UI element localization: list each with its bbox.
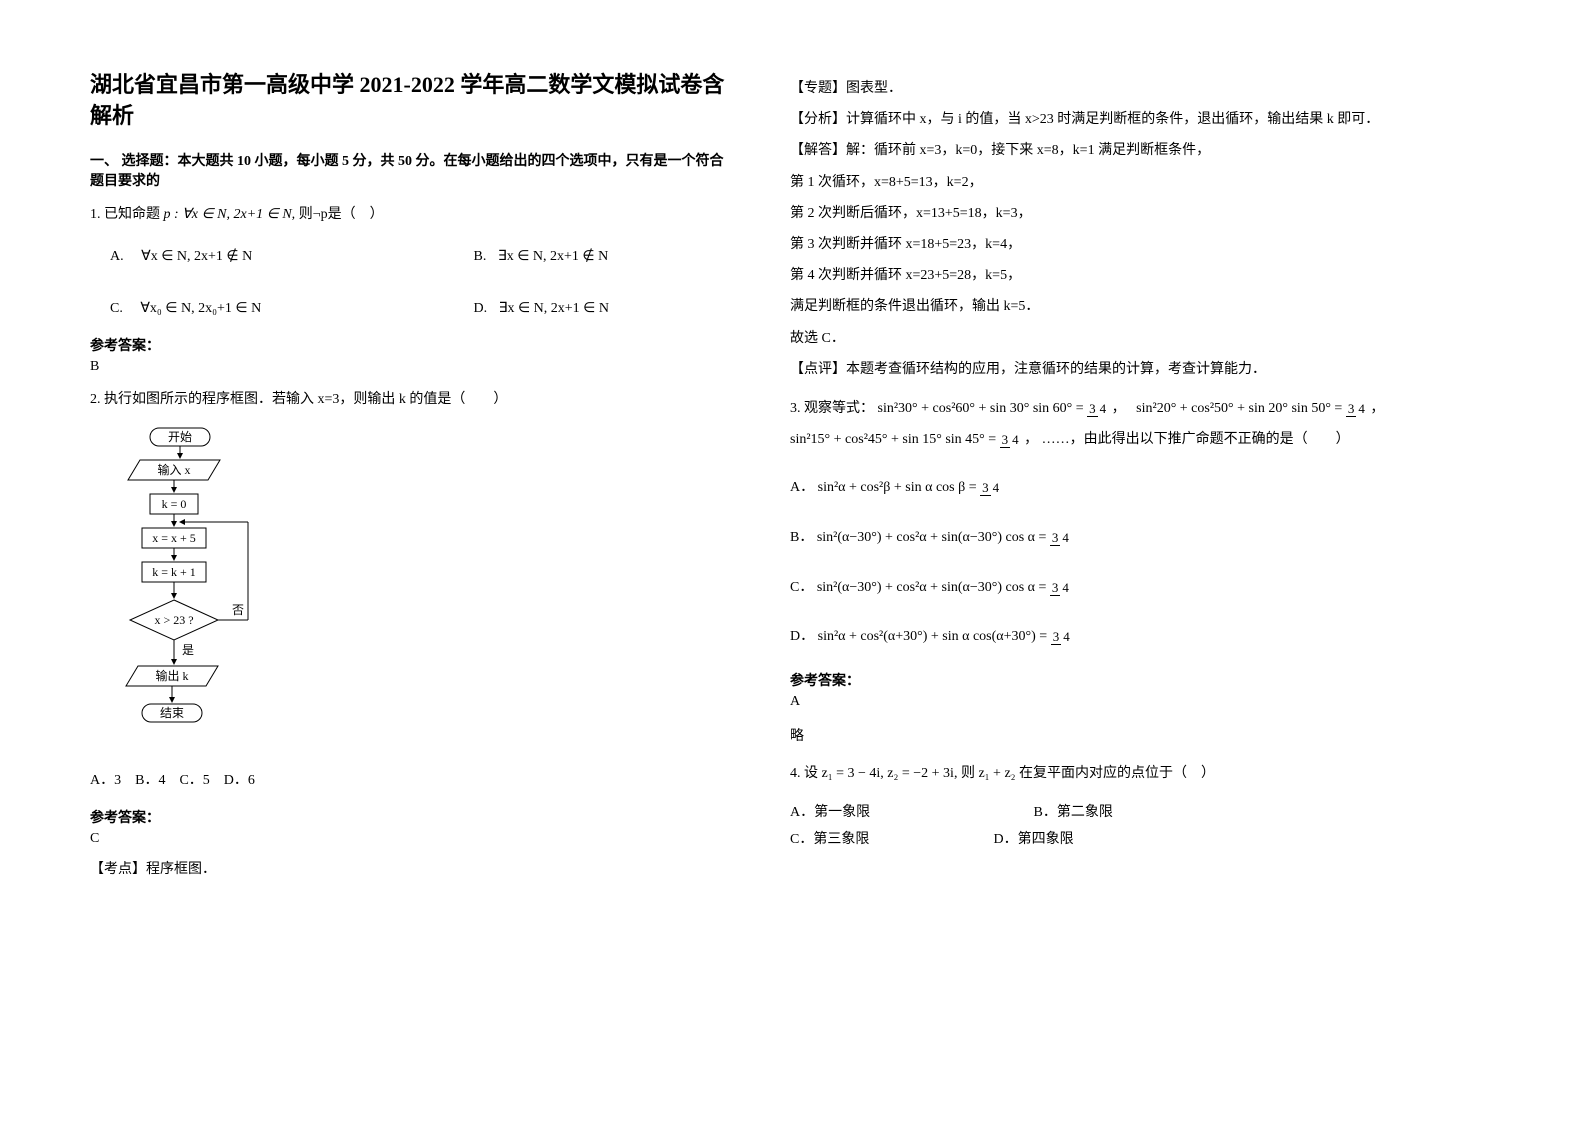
q3-frac2: 34: [1346, 402, 1367, 416]
q1-answer: B: [90, 359, 730, 375]
q3-lead: 3. 观察等式：: [790, 401, 874, 416]
q4-C: C．第三象限: [790, 827, 950, 854]
section-1-heading: 一、 选择题：本大题共 10 小题，每小题 5 分，共 50 分。在每小题给出的…: [90, 150, 730, 190]
q3-options: A． sin²α + cos²β + sin α cos β = 34 B． s…: [790, 471, 1430, 653]
right-column: 【专题】图表型． 【分析】计算循环中 x，与 i 的值，当 x>23 时满足判断…: [790, 70, 1430, 888]
q1-stem-b: 则¬p是（ ）: [299, 207, 384, 222]
q3-A-label: A．: [790, 480, 814, 495]
r-p10: 【点评】本题考查循环结构的应用，注意循环的结果的计算，考查计算能力．: [790, 357, 1430, 382]
q4-D: D．第四象限: [994, 827, 1074, 854]
q1-optA: ∀x ∈ N, 2x+1 ∉ N: [141, 249, 252, 264]
q1-optD: ∃x ∈ N, 2x+1 ∈ N: [499, 301, 609, 316]
r-p1: 【专题】图表型．: [790, 76, 1430, 101]
q2-options: A．3 B．4 C．5 D．6: [90, 768, 730, 795]
q3-B-frac: 34: [1050, 531, 1071, 545]
q4-A: A．第一象限: [790, 800, 990, 827]
flow-input: 输入 x: [157, 462, 190, 477]
r-p8: 满足判断框的条件退出循环，输出 k=5．: [790, 294, 1430, 319]
q4-c: 在复平面内对应的点位于（ ）: [1019, 766, 1215, 781]
flow-no: 否: [232, 603, 244, 617]
r-p4: 第 1 次循环，x=8+5=13，k=2，: [790, 170, 1430, 195]
question-2-stem: 2. 执行如图所示的程序框图．若输入 x=3，则输出 k 的值是（ ）: [90, 387, 730, 414]
flow-cond: x > 23 ?: [154, 613, 193, 627]
q4-B: B．第二象限: [1034, 800, 1113, 827]
q3-B-label: B．: [790, 530, 813, 545]
q3-answer: A: [790, 694, 1430, 710]
q1-answer-label: 参考答案：: [90, 335, 730, 355]
q3-c1: ，: [1112, 401, 1126, 416]
q3-D-label: D．: [790, 629, 814, 644]
left-column: 湖北省宜昌市第一高级中学 2021-2022 学年高二数学文模拟试卷含解析 一、…: [90, 70, 730, 888]
r-p3: 【解答】解：循环前 x=3，k=0，接下来 x=8，k=1 满足判断框条件，: [790, 138, 1430, 163]
q3-skip: 略: [790, 724, 1430, 749]
q1-optC: ∀x₀ ∈ N, 2x₀+1 ∈ N: [140, 301, 261, 316]
q4-b: 则: [961, 766, 975, 781]
q3-frac3: 34: [1000, 433, 1021, 447]
q1-optD-label: D.: [474, 301, 488, 316]
q2-answer: C: [90, 831, 730, 847]
r-p2: 【分析】计算循环中 x，与 i 的值，当 x>23 时满足判断框的条件，退出循环…: [790, 107, 1430, 132]
q4-a: 4. 设: [790, 766, 818, 781]
q4-sum: z₁ + z₂: [978, 766, 1015, 781]
q3-eq1: sin²30° + cos²60° + sin 30° sin 60° =: [878, 401, 1088, 416]
r-p7: 第 4 次判断并循环 x=23+5=28，k=5，: [790, 263, 1430, 288]
q1-stem-p: p : ∀x ∈ N, 2x+1 ∈ N,: [164, 207, 296, 222]
q3-C-frac: 34: [1050, 581, 1071, 595]
exam-title: 湖北省宜昌市第一高级中学 2021-2022 学年高二数学文模拟试卷含解析: [90, 70, 730, 132]
q1-optB-label: B.: [474, 249, 487, 264]
q3-c2: ，: [1370, 401, 1384, 416]
q1-optC-label: C.: [110, 301, 123, 316]
q3-C-label: C．: [790, 580, 813, 595]
flow-s1: k = 0: [162, 497, 187, 511]
q4-row2: C．第三象限 D．第四象限: [790, 827, 1430, 854]
flow-out: 输出 k: [155, 668, 188, 683]
flow-yes: 是: [182, 643, 194, 657]
q2-kaodian: 【考点】程序框图．: [90, 857, 730, 882]
q3-answer-label: 参考答案：: [790, 670, 1430, 690]
q3-B: sin²(α−30°) + cos²α + sin(α−30°) cos α =: [817, 530, 1050, 545]
q3-tail: ……，由此得出以下推广命题不正确的是（ ）: [1042, 432, 1350, 447]
r-p5: 第 2 次判断后循环，x=13+5=18，k=3，: [790, 201, 1430, 226]
q3-D: sin²α + cos²(α+30°) + sin α cos(α+30°) =: [818, 629, 1051, 644]
q3-D-frac: 34: [1051, 630, 1072, 644]
q3-frac1: 34: [1087, 402, 1108, 416]
r-p9: 故选 C．: [790, 326, 1430, 351]
q1-optA-label: A.: [110, 249, 124, 264]
flow-end: 结束: [160, 706, 184, 720]
q3-eq2: sin²20° + cos²50° + sin 20° sin 50° =: [1136, 401, 1346, 416]
r-p6: 第 3 次判断并循环 x=18+5=23，k=4，: [790, 232, 1430, 257]
q3-C: sin²(α−30°) + cos²α + sin(α−30°) cos α =: [817, 580, 1050, 595]
q3-c3: ，: [1024, 432, 1038, 447]
q2-answer-label: 参考答案：: [90, 807, 730, 827]
flowchart-svg: 开始 输入 x k = 0 x = x + 5 k = k + 1: [120, 426, 280, 756]
q3-A: sin²α + cos²β + sin α cos β =: [818, 480, 981, 495]
flowchart: 开始 输入 x k = 0 x = x + 5 k = k + 1: [120, 426, 730, 756]
question-3: 3. 观察等式： sin²30° + cos²60° + sin 30° sin…: [790, 394, 1430, 456]
q1-stem-a: 1. 已知命题: [90, 207, 160, 222]
q1-optB: ∃x ∈ N, 2x+1 ∉ N: [498, 249, 608, 264]
q4-row1: A．第一象限 B．第二象限: [790, 800, 1430, 827]
question-4: 4. 设 z₁ = 3 − 4i, z₂ = −2 + 3i, 则 z₁ + z…: [790, 761, 1430, 788]
flow-s2: x = x + 5: [152, 531, 196, 545]
q1-options: A. ∀x ∈ N, 2x+1 ∉ N B. ∃x ∈ N, 2x+1 ∉ N …: [110, 240, 730, 325]
question-1: 1. 已知命题 p : ∀x ∈ N, 2x+1 ∈ N, 则¬p是（ ）: [90, 202, 730, 229]
q3-A-frac: 34: [980, 481, 1001, 495]
q3-eq3: sin²15° + cos²45° + sin 15° sin 45° =: [790, 432, 1000, 447]
q4-z: z₁ = 3 − 4i, z₂ = −2 + 3i,: [822, 766, 958, 781]
flow-s3: k = k + 1: [152, 565, 196, 579]
flow-start: 开始: [168, 430, 192, 444]
